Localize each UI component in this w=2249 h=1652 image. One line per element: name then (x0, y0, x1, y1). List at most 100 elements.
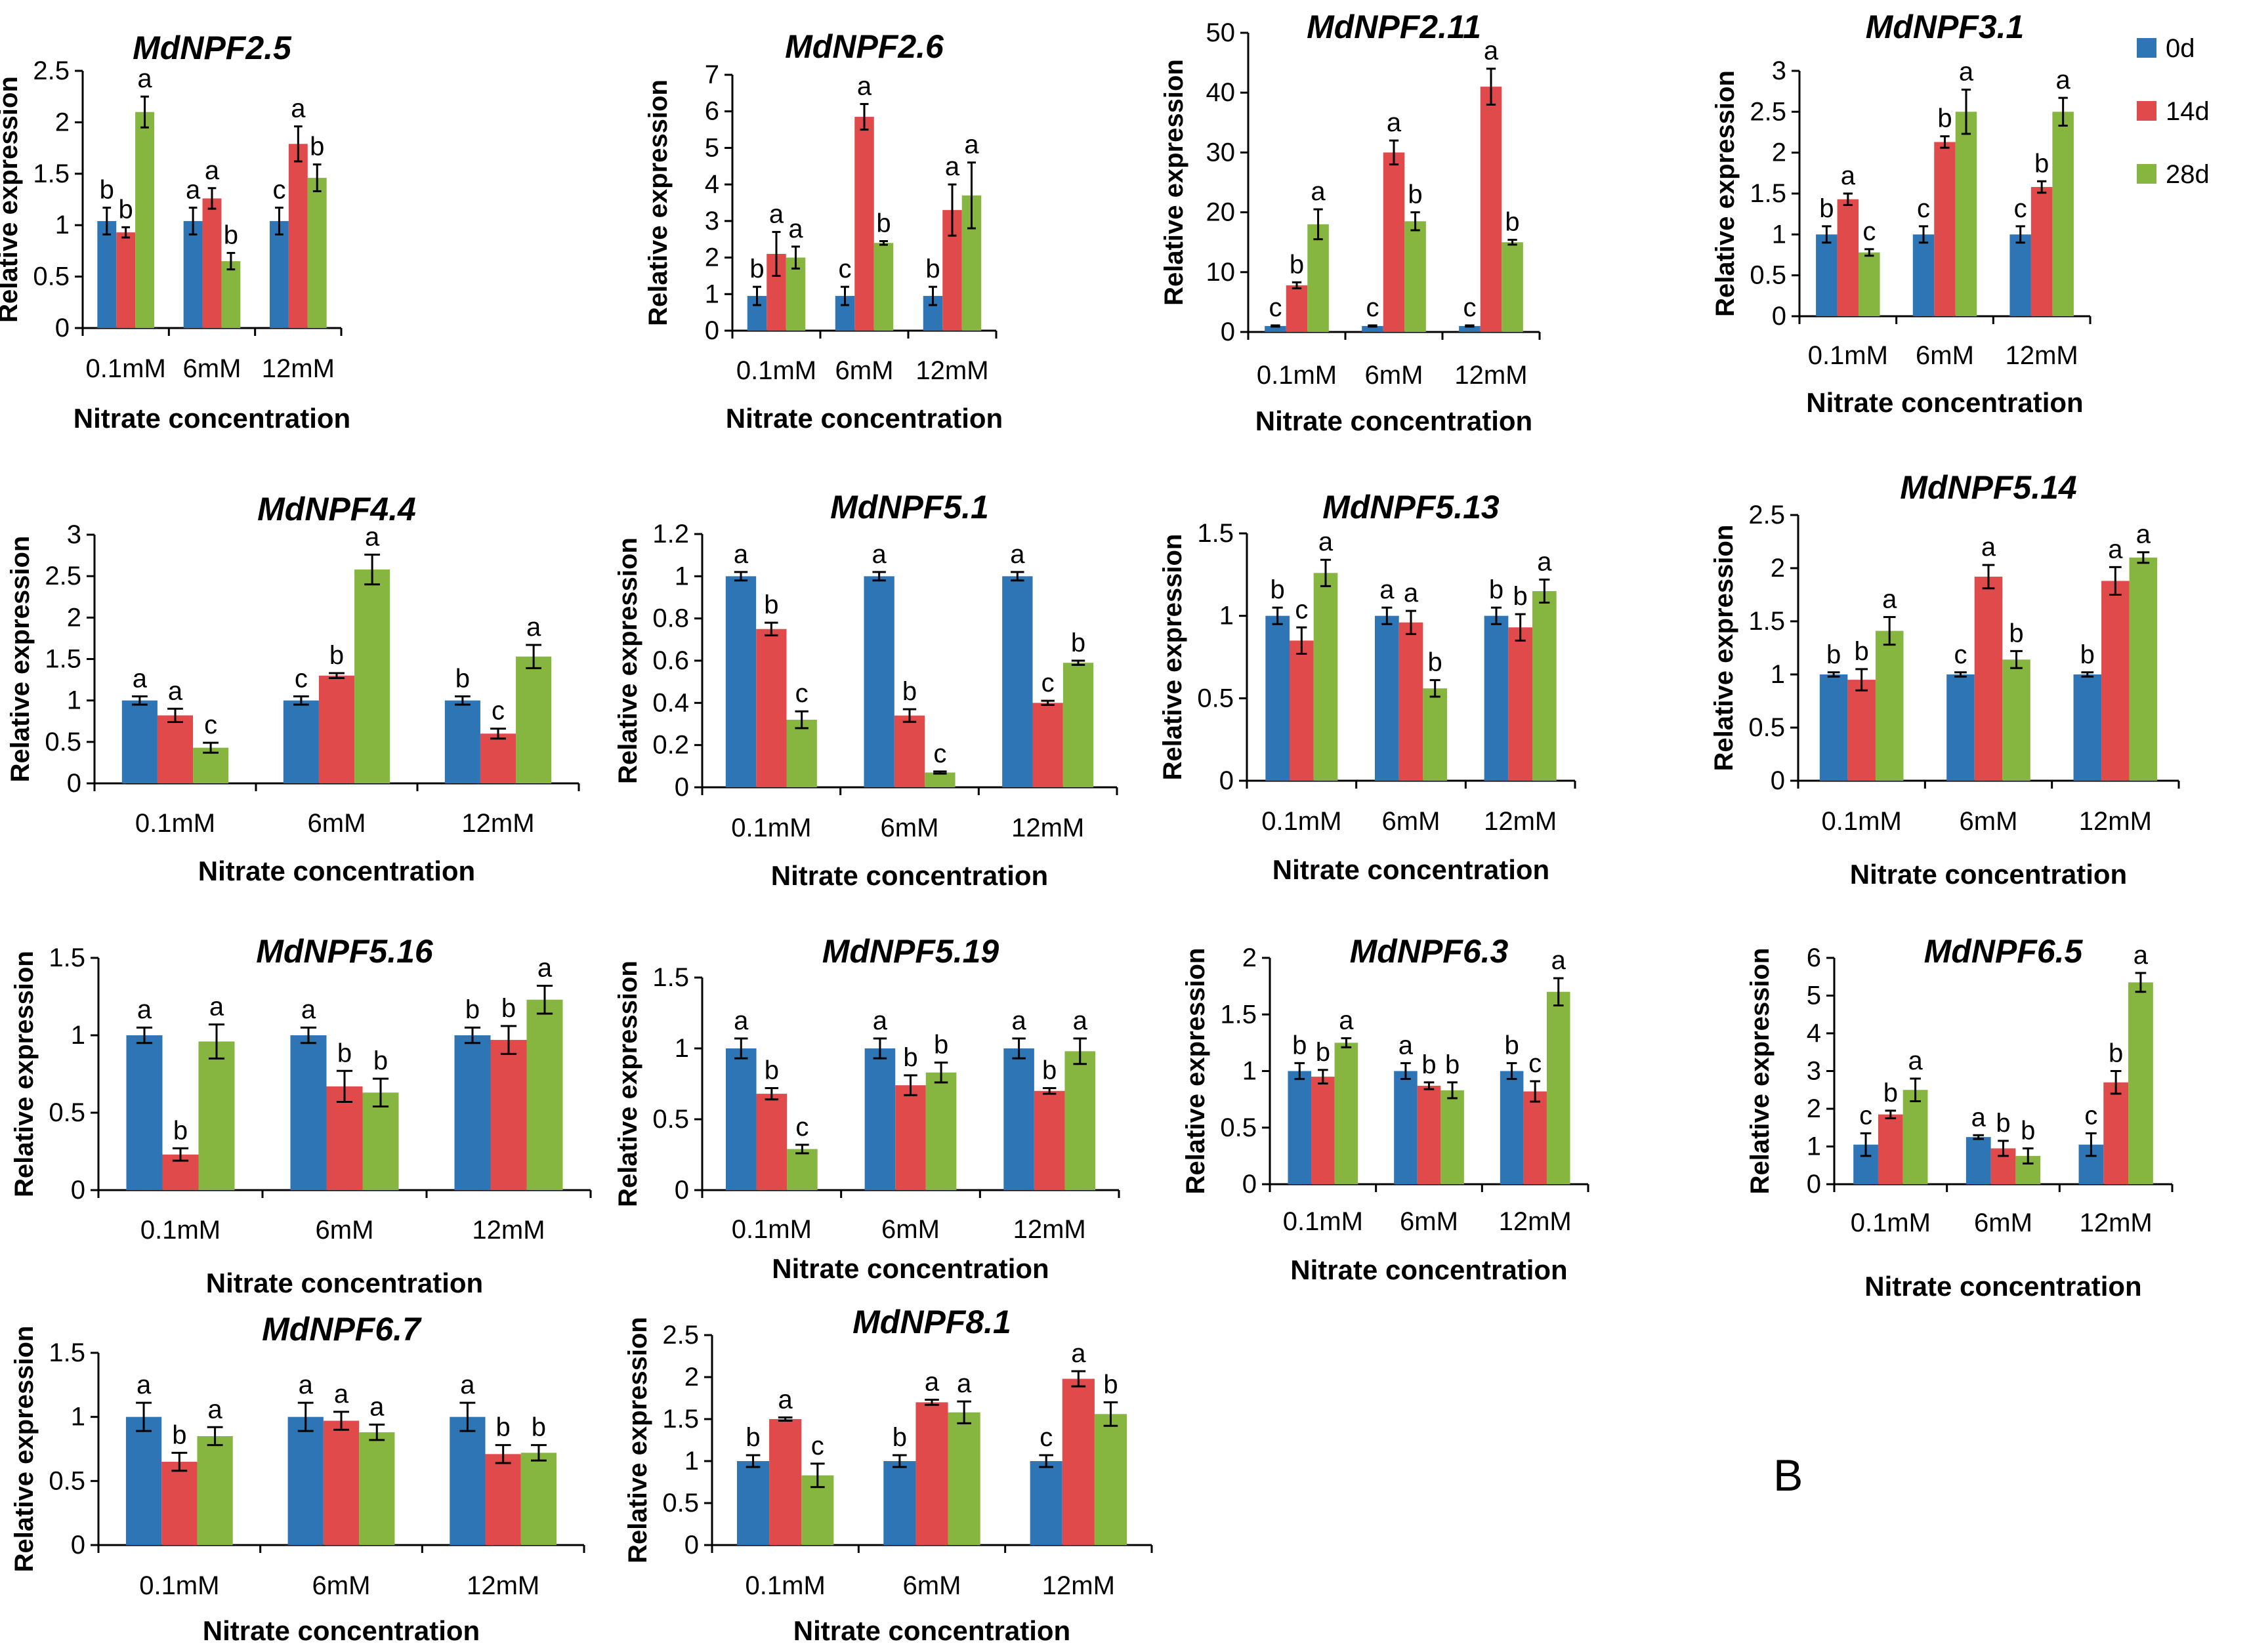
legend: 0d 14d 28d (2137, 34, 2210, 189)
bar-14d (1311, 1077, 1335, 1184)
significance-letter: a (2136, 520, 2151, 549)
x-tick-label: 12mM (915, 356, 988, 385)
bar-14d (485, 1454, 521, 1545)
x-tick-label: 12mM (1011, 814, 1084, 842)
significance-letter: b (1290, 250, 1304, 279)
significance-letter: a (334, 1380, 349, 1409)
chart-title: MdNPF5.19 (822, 933, 999, 970)
significance-letter: b (2109, 1039, 2123, 1068)
x-tick-label: 0.1mM (746, 1571, 826, 1600)
significance-letter: b (310, 133, 324, 161)
significance-letter: b (893, 1423, 907, 1452)
x-tick-label: 6mM (835, 356, 894, 385)
x-tick-label: 6mM (903, 1571, 961, 1600)
y-tick-label: 2 (55, 108, 70, 136)
legend-label-0d: 0d (2166, 34, 2195, 63)
significance-letter: b (1445, 1050, 1460, 1079)
x-tick-label: 0.1mM (86, 354, 166, 383)
significance-letter: a (137, 995, 152, 1024)
y-tick-label: 0.5 (662, 1489, 699, 1518)
bar-28d (948, 1412, 980, 1545)
significance-letter: b (337, 1039, 352, 1067)
x-tick-label: 0.1mM (1808, 341, 1888, 370)
bar-0d (1965, 1137, 1991, 1184)
x-tick-label: 12mM (1454, 361, 1527, 390)
bar-14d (769, 1419, 802, 1545)
significance-letter: b (1937, 104, 1952, 133)
bar-0d (725, 1048, 757, 1190)
y-tick-label: 1.5 (45, 645, 81, 674)
bar-0d (125, 1416, 162, 1545)
bar-28d (1334, 1043, 1358, 1184)
y-axis-label: Relative expression (1711, 70, 1740, 317)
significance-letter: a (186, 176, 201, 205)
significance-letter: a (460, 1371, 475, 1399)
x-axis-label: Nitrate concentration (1290, 1254, 1567, 1285)
significance-letter: b (173, 1116, 188, 1145)
bar-14d (1398, 622, 1423, 781)
significance-letter: a (2133, 941, 2149, 970)
y-axis-label: Relative expression (10, 951, 39, 1197)
significance-letter: b (902, 677, 917, 706)
bar-0d (183, 220, 203, 328)
significance-letter: c (839, 255, 852, 283)
y-tick-label: 1 (675, 1034, 689, 1063)
chart-title: MdNPF5.14 (1900, 469, 2077, 506)
bar-14d (318, 675, 355, 783)
x-tick-label: 12mM (461, 809, 534, 838)
significance-letter: c (1859, 1101, 1872, 1130)
significance-letter: a (2056, 66, 2071, 94)
x-tick-label: 12mM (1499, 1207, 1572, 1236)
x-tick-label: 6mM (881, 1215, 940, 1244)
x-axis-label: Nitrate concentration (726, 403, 1003, 434)
significance-letter: b (172, 1420, 186, 1449)
significance-letter: a (1841, 161, 1856, 190)
y-tick-label: 0 (67, 769, 81, 798)
significance-letter: b (1292, 1031, 1307, 1060)
x-tick-label: 0.1mM (1283, 1207, 1363, 1236)
significance-letter: a (734, 540, 749, 569)
significance-letter: b (1505, 208, 1519, 237)
bar-28d (1404, 221, 1426, 332)
bar-0d (1819, 674, 1848, 781)
y-axis-label: Relative expression (1746, 948, 1775, 1195)
y-tick-label: 2.5 (1748, 501, 1785, 529)
significance-letter: b (1316, 1038, 1330, 1067)
y-tick-label: 2 (67, 603, 81, 632)
x-tick-label: 6mM (1400, 1207, 1458, 1236)
bar-28d (516, 656, 552, 783)
x-tick-label: 6mM (316, 1216, 374, 1245)
y-tick-label: 1 (55, 211, 70, 239)
significance-letter: a (788, 215, 803, 243)
chart-title: MdNPF2.5 (133, 30, 292, 66)
y-tick-label: 5 (705, 133, 719, 162)
y-axis-label: Relative expression (10, 1326, 39, 1573)
bar-28d (1546, 991, 1570, 1184)
significance-letter: c (1366, 293, 1379, 322)
y-tick-label: 0 (675, 773, 689, 802)
significance-letter: a (1537, 547, 1552, 576)
y-tick-label: 1.5 (1220, 1000, 1257, 1029)
bar-14d (288, 144, 308, 328)
significance-letter: a (872, 540, 887, 569)
chart-title: MdNPF5.16 (256, 933, 434, 970)
legend-label-14d: 14d (2166, 97, 2210, 126)
chart-title: MdNPF2.11 (1307, 9, 1481, 45)
x-axis-label: Nitrate concentration (206, 1268, 483, 1298)
bar-14d (1837, 199, 1859, 316)
significance-letter: b (1428, 648, 1442, 677)
bar-28d (221, 261, 241, 328)
y-tick-label: 1 (684, 1447, 699, 1476)
significance-letter: b (455, 664, 470, 693)
significance-letter: b (903, 1043, 917, 1072)
bar-28d (925, 772, 956, 787)
bar-28d (1502, 242, 1523, 332)
y-tick-label: 0.5 (33, 262, 70, 291)
chart-title: MdNPF4.4 (257, 491, 416, 527)
significance-letter: a (537, 953, 553, 982)
x-tick-label: 12mM (1042, 1571, 1115, 1600)
